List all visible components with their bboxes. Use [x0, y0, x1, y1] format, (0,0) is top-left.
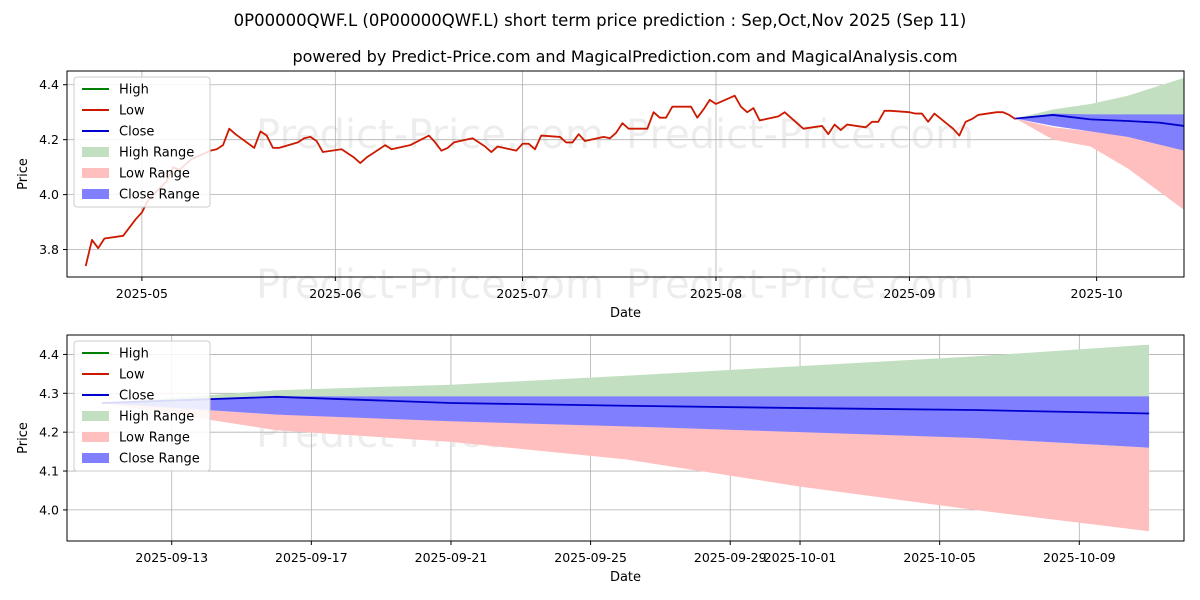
y-axis-label: Price [16, 158, 31, 190]
high-range-legend-swatch [82, 411, 109, 421]
y-tick-label: 4.2 [39, 425, 59, 440]
x-tick-label: 2025-09-29 [694, 550, 767, 565]
low-range-legend-swatch [82, 432, 109, 442]
close-series-line [101, 395, 1150, 415]
legend-entry-label: Close [119, 125, 154, 140]
x-tick-label: 2025-10-05 [903, 550, 976, 565]
y-tick-label: 4.2 [39, 132, 59, 147]
watermark-text: Predict-Price.com [626, 262, 974, 308]
chart-title: 0P00000QWF.L (0P00000QWF.L) short term p… [234, 11, 967, 30]
legend-entry-label: Close [119, 389, 154, 404]
x-tick-label: 2025-09-13 [135, 550, 208, 565]
x-tick-label: 2025-10-01 [764, 550, 837, 565]
y-tick-label: 3.8 [39, 242, 59, 257]
legend: High Low Close High Range Low Range Close Ran… [73, 76, 211, 208]
chart-subtitle: powered by Predict-Price.com and Magical… [292, 47, 957, 66]
low-series-line [84, 94, 1017, 267]
watermark-text: Predict-Price.com [626, 112, 974, 158]
x-axis-label: Date [610, 570, 641, 585]
close-range-area [1015, 113, 1184, 151]
y-tick-label: 4.0 [39, 187, 59, 202]
x-tick-label: 2025-09 [883, 286, 935, 301]
x-tick-label: 2025-09-21 [415, 550, 488, 565]
legend-entry-label: High Range [119, 410, 194, 425]
y-tick-label: 4.1 [39, 464, 59, 479]
close-series-line [1015, 114, 1185, 127]
plot-frame [66, 70, 1185, 278]
x-tick-label: 2025-09-25 [554, 550, 627, 565]
plot-frame [66, 334, 1185, 542]
x-tick-label: 2025-07 [496, 286, 548, 301]
high-range-area [101, 344, 1150, 404]
watermark-text: Predict-Price.com [256, 112, 604, 158]
high-range-area [1015, 77, 1184, 119]
low-range-area [1015, 118, 1184, 210]
y-axis-label: Price [16, 422, 31, 454]
legend-entry-label: High Range [119, 146, 194, 161]
legend-entry-label: Low [119, 104, 145, 119]
close-range-legend-swatch [82, 453, 109, 463]
legend-entry-label: High [119, 347, 149, 362]
x-tick-label: 2025-05 [116, 286, 168, 301]
watermark-text: Predict-Price.com [256, 262, 604, 308]
x-tick-label: 2025-09-17 [275, 550, 348, 565]
close-range-legend-swatch [82, 189, 109, 199]
legend-entry-label: Close Range [119, 452, 200, 467]
legend-entry-label: High [119, 83, 149, 98]
x-tick-label: 2025-10 [1071, 286, 1123, 301]
legend-entry-label: Low [119, 368, 145, 383]
low-range-legend-swatch [82, 168, 109, 178]
y-tick-label: 4.3 [39, 386, 59, 401]
legend: High Low Close High Range Low Range Close Ran… [73, 340, 211, 472]
high-range-legend-swatch [82, 147, 109, 157]
lower-chart-panel: Predict-Price.comPredict-Price.com2025-0… [16, 334, 1185, 585]
x-tick-label: 2025-08 [690, 286, 742, 301]
upper-chart-panel: Predict-Price.com Predict-Price.com Predic… [16, 70, 1185, 321]
x-tick-label: 2025-10-09 [1043, 550, 1116, 565]
legend-entry-label: Close Range [119, 188, 200, 203]
y-tick-label: 4.4 [39, 347, 59, 362]
legend-entry-label: Low Range [119, 431, 190, 446]
x-axis-label: Date [610, 306, 641, 321]
y-tick-label: 4.4 [39, 77, 59, 92]
y-tick-label: 4.0 [39, 502, 59, 517]
x-tick-label: 2025-06 [309, 286, 361, 301]
legend-entry-label: Low Range [119, 167, 190, 182]
